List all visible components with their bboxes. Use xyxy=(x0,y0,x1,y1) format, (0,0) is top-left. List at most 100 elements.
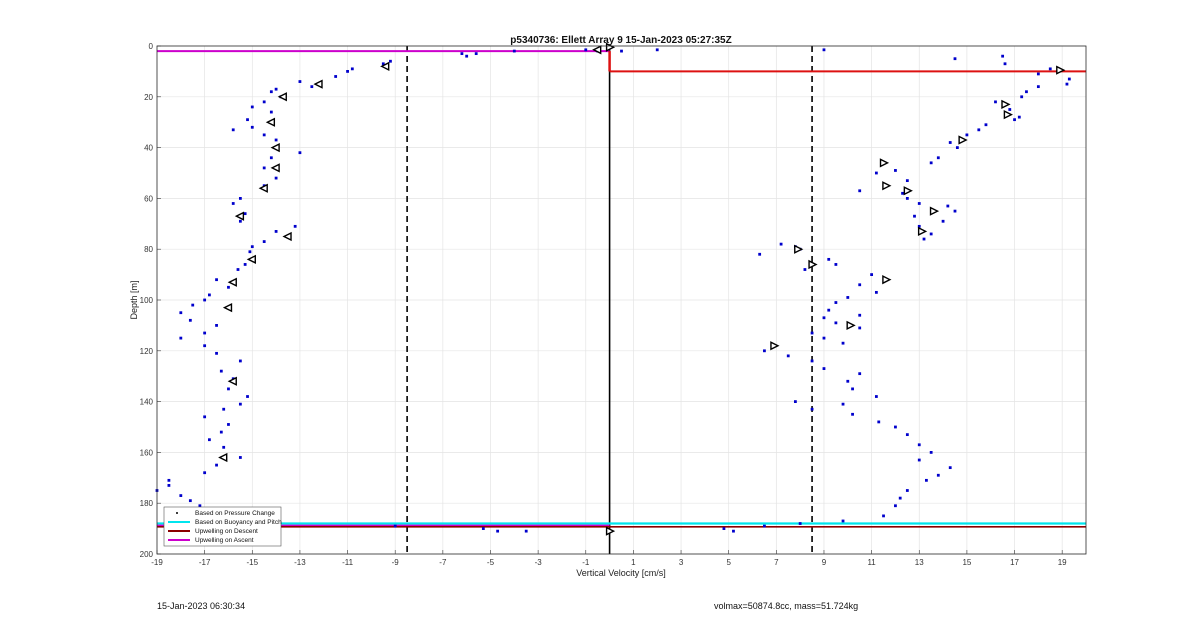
buoyancy-triangle xyxy=(313,79,323,89)
plot-frame xyxy=(156,45,1087,555)
y-tick-label: 80 xyxy=(144,245,153,254)
pressure-point xyxy=(248,250,252,254)
buoyancy-triangle xyxy=(846,320,856,331)
pressure-point xyxy=(231,128,235,132)
pressure-point xyxy=(822,48,826,52)
pressure-point xyxy=(955,146,959,149)
pressure-point xyxy=(215,351,218,355)
pressure-point xyxy=(822,316,826,320)
pressure-point xyxy=(851,387,854,391)
pressure-point xyxy=(722,527,726,530)
pressure-point xyxy=(167,484,171,487)
legend-label-descent: Upwelling on Descent xyxy=(195,528,258,535)
pressure-point xyxy=(222,407,226,411)
pressure-point xyxy=(1065,82,1069,86)
pressure-point xyxy=(827,308,831,312)
pressure-point xyxy=(179,311,183,315)
pressure-point xyxy=(250,245,254,249)
pressure-point xyxy=(227,387,230,391)
x-tick-label: 17 xyxy=(1010,558,1019,567)
y-tick-labels: 0 20 40 60 80 100 120 140 160 180 200 xyxy=(140,42,154,559)
pressure-point xyxy=(203,344,207,348)
pressure-point xyxy=(874,395,878,398)
legend-entry-pressure: Based on Pressure Change xyxy=(176,510,275,517)
buoyancy-triangle xyxy=(917,226,928,237)
pressure-point xyxy=(841,402,845,406)
legend: Based on Pressure Change Based on Buoyan… xyxy=(163,506,282,547)
pressure-point xyxy=(810,331,814,335)
pressure-point xyxy=(203,415,207,419)
pressure-point xyxy=(841,519,845,523)
buoyancy-triangle xyxy=(265,117,276,127)
reference-lines xyxy=(157,46,1086,554)
pressure-point xyxy=(1008,108,1012,111)
pressure-point xyxy=(293,224,297,228)
pressure-point xyxy=(810,359,814,363)
footer-vol-mass: volmax=50874.8cc, mass=51.724kg xyxy=(714,601,859,611)
pressure-point xyxy=(922,237,926,241)
pressure-point xyxy=(262,100,266,104)
pressure-point xyxy=(1036,72,1040,76)
pressure-point xyxy=(219,369,223,373)
pressure-point xyxy=(846,379,850,383)
pressure-point xyxy=(929,161,933,165)
pressure-point xyxy=(381,62,385,66)
pressure-point xyxy=(946,204,950,208)
pressure-point xyxy=(219,430,223,434)
pressure-point xyxy=(227,285,230,289)
x-tick-label: 7 xyxy=(774,558,779,567)
pressure-point xyxy=(870,273,874,276)
pressure-point xyxy=(203,298,207,302)
pressure-point xyxy=(269,90,273,94)
pressure-point xyxy=(936,473,940,477)
pressure-point xyxy=(858,372,862,376)
y-tick-label: 40 xyxy=(144,144,153,153)
pressure-point xyxy=(882,514,885,518)
pressure-point xyxy=(246,118,249,122)
buoyancy-triangle xyxy=(258,183,268,193)
x-tick-label: -11 xyxy=(342,558,354,567)
pressure-point xyxy=(298,151,302,155)
y-axis-label: Depth [m] xyxy=(129,280,139,319)
pressure-point xyxy=(834,301,838,304)
x-tick-label: -13 xyxy=(294,558,306,567)
legend-marker-pressure xyxy=(176,512,178,514)
pressure-point xyxy=(936,156,940,160)
pressure-point xyxy=(179,336,183,340)
grid-lines xyxy=(156,45,1086,555)
pressure-point xyxy=(262,133,266,137)
buoyancy-triangle xyxy=(1056,65,1066,75)
buoyancy-triangle xyxy=(227,277,237,287)
pressure-point xyxy=(858,189,862,193)
pressure-point xyxy=(167,478,171,482)
buoyancy-triangle xyxy=(882,275,892,285)
buoyancy-triangle xyxy=(592,45,602,55)
pressure-point xyxy=(917,443,921,447)
x-tick-label: -7 xyxy=(439,558,447,567)
pressure-point xyxy=(793,400,797,403)
legend-entry-descent: Upwelling on Descent xyxy=(168,528,258,535)
pressure-point xyxy=(246,395,249,398)
legend-label-pressure: Based on Pressure Change xyxy=(195,510,275,517)
pressure-point xyxy=(917,202,921,205)
pressure-point xyxy=(779,242,783,246)
chart-title: p5340736: Ellett Array 9 15-Jan-2023 05:… xyxy=(510,35,731,46)
buoyancy-triangle xyxy=(770,341,780,351)
legend-entry-buoyancy: Based on Buoyancy and Pitch xyxy=(168,519,282,526)
y-tick-label: 180 xyxy=(140,499,154,508)
pressure-point xyxy=(238,219,242,223)
pressure-point xyxy=(1048,67,1052,71)
x-tick-label: -1 xyxy=(582,558,590,567)
pressure-point xyxy=(827,257,831,261)
legend-entry-ascent: Upwelling on Ascent xyxy=(168,537,254,544)
pressure-point xyxy=(334,75,338,78)
pressure-point xyxy=(465,54,469,58)
pressure-point xyxy=(758,252,762,256)
pressure-point xyxy=(851,412,854,416)
pressure-point xyxy=(250,105,254,109)
pressure-point xyxy=(917,224,921,228)
pressure-point xyxy=(948,141,952,144)
pressure-point xyxy=(512,49,516,53)
pressure-point xyxy=(1025,90,1028,94)
pressure-point xyxy=(310,85,314,89)
